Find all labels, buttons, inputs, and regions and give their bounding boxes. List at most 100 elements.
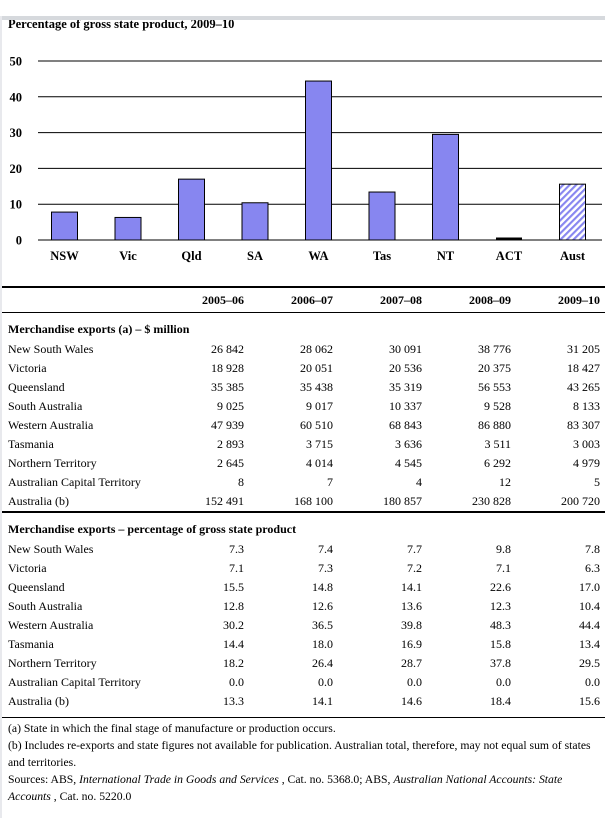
table-cell: 2 645	[217, 456, 244, 470]
footnote-divider	[0, 717, 605, 718]
table-cell: 26.4	[312, 656, 333, 670]
y-axis-tick-label: 0	[16, 234, 22, 248]
row-label: Australia (b)	[8, 494, 69, 508]
row-label: Western Australia	[8, 418, 94, 432]
footnote-a: (a) State in which the final stage of ma…	[8, 722, 336, 735]
table-cell: 200 720	[561, 494, 600, 508]
row-label: Australian Capital Territory	[8, 675, 141, 689]
table-cell: 12.3	[490, 599, 511, 613]
x-axis-category-label: ACT	[496, 249, 523, 263]
row-label: South Australia	[8, 399, 83, 413]
year-header-row: 2005–06 2006–07 2007–08 2008–09 2009–10	[0, 287, 605, 313]
bar-SA	[241, 202, 269, 241]
table-cell: 3 511	[484, 437, 511, 451]
table-row: Australia (b) 13.3 14.1 14.6 18.4 15.6	[0, 692, 605, 711]
table-row: Western Australia 47 939 60 510 68 843 86 88…	[0, 416, 605, 435]
x-axis-category-label: NT	[437, 249, 455, 263]
sources-mid: , Cat. no. 5368.0; ABS,	[278, 773, 394, 786]
table-cell: 3 715	[306, 437, 333, 451]
table-cell: 12.8	[223, 599, 244, 613]
table-cell: 7	[327, 475, 333, 489]
table-cell: 7.2	[407, 561, 422, 575]
section-header-label: Merchandise exports (a) – $ million	[8, 322, 190, 336]
table-cell: 14.8	[312, 580, 333, 594]
table-cell: 86 880	[478, 418, 511, 432]
table-row: Victoria 18 928 20 051 20 536 20 375 18 427	[0, 359, 605, 378]
table-cell: 18.4	[490, 694, 511, 708]
page-top-edge	[0, 16, 605, 20]
table-cell: 15.5	[223, 580, 244, 594]
table-cell: 3 636	[395, 437, 422, 451]
y-axis-tick-label: 40	[10, 90, 23, 104]
table-cell: 18 928	[211, 361, 244, 375]
table-row: Northern Territory 2 645 4 014 4 545 6 292 4 …	[0, 454, 605, 473]
table-cell: 10 337	[389, 399, 422, 413]
table-row: Northern Territory 18.2 26.4 28.7 37.8 29.5	[0, 654, 605, 673]
page-left-edge	[0, 16, 2, 818]
table-cell: 44.4	[579, 618, 600, 632]
bar-ACT	[496, 237, 522, 240]
table-cell: 10.4	[579, 599, 600, 613]
table-cell: 7.8	[585, 542, 600, 556]
table-cell: 168 100	[294, 494, 333, 508]
year-column-label: 2007–08	[338, 287, 427, 313]
table-cell: 4 545	[395, 456, 422, 470]
table-section-1: Merchandise exports – percentage of gros…	[0, 512, 605, 711]
table-cell: 35 385	[211, 380, 244, 394]
table-cell: 5	[594, 475, 600, 489]
table-cell: 4	[416, 475, 422, 489]
row-label: Northern Territory	[8, 456, 97, 470]
exports-table: 2005–06 2006–07 2007–08 2008–09 2009–10 Merc…	[0, 286, 605, 711]
bar-NT	[432, 133, 459, 241]
table-cell: 9.8	[496, 542, 511, 556]
row-label: New South Wales	[8, 542, 94, 556]
x-axis-category-label: Qld	[181, 249, 201, 263]
y-axis-tick-label: 30	[10, 126, 23, 140]
table-row: Australian Capital Territory 8 7 4 12 5	[0, 473, 605, 492]
table-cell: 68 843	[389, 418, 422, 432]
table-cell: 9 025	[217, 399, 244, 413]
table-cell: 0.0	[496, 675, 511, 689]
gsp-bar-chart: 0 10 20 30 40 50 NSW Vic Qld SA WA Tas NT ACT Aust	[10, 55, 602, 263]
year-column-label: 2005–06	[160, 287, 249, 313]
table-cell: 7.4	[318, 542, 333, 556]
table-cell: 20 536	[389, 361, 422, 375]
table-cell: 0.0	[229, 675, 244, 689]
table-cell: 9 017	[306, 399, 333, 413]
row-label: Queensland	[8, 380, 65, 394]
table-cell: 14.6	[401, 694, 422, 708]
row-label: Victoria	[8, 361, 47, 375]
x-axis-category-label: Tas	[373, 249, 391, 263]
table-cell: 28.7	[401, 656, 422, 670]
bar-Qld	[178, 178, 205, 241]
table-cell: 14.4	[223, 637, 244, 651]
year-column-label: 2006–07	[249, 287, 338, 313]
bar-Aust	[559, 183, 586, 241]
table-row: Queensland 35 385 35 438 35 319 56 553 43 265	[0, 378, 605, 397]
table-cell: 56 553	[478, 380, 511, 394]
table-row: Queensland 15.5 14.8 14.1 22.6 17.0	[0, 578, 605, 597]
footnotes: (a) State in which the final stage of ma…	[0, 718, 605, 805]
x-axis-category-label: NSW	[50, 249, 79, 263]
bar-Tas	[368, 191, 396, 241]
table-cell: 7.1	[229, 561, 244, 575]
table-cell: 7.3	[318, 561, 333, 575]
row-label: Victoria	[8, 561, 47, 575]
footnote-b: (b) Includes re-exports and state figure…	[8, 739, 591, 769]
chart-title: Percentage of gross state product, 2009–…	[8, 17, 235, 31]
table-row: Victoria 7.1 7.3 7.2 7.1 6.3	[0, 559, 605, 578]
sources-title-2: Australian National Accounts: State Acco…	[8, 773, 563, 803]
y-axis-tick-label: 50	[10, 55, 23, 69]
table-cell: 37.8	[490, 656, 511, 670]
sources-line: Sources: ABS, International Trade in Goo…	[8, 771, 595, 805]
table-cell: 18 427	[567, 361, 600, 375]
table-cell: 9 528	[484, 399, 511, 413]
table-cell: 29.5	[579, 656, 600, 670]
row-label: Northern Territory	[8, 656, 97, 670]
bar-Vic	[114, 216, 142, 241]
table-cell: 2 893	[217, 437, 244, 451]
table-cell: 35 438	[300, 380, 333, 394]
x-axis-category-label: WA	[308, 249, 328, 263]
row-label: Western Australia	[8, 618, 94, 632]
table-cell: 47 939	[211, 418, 244, 432]
